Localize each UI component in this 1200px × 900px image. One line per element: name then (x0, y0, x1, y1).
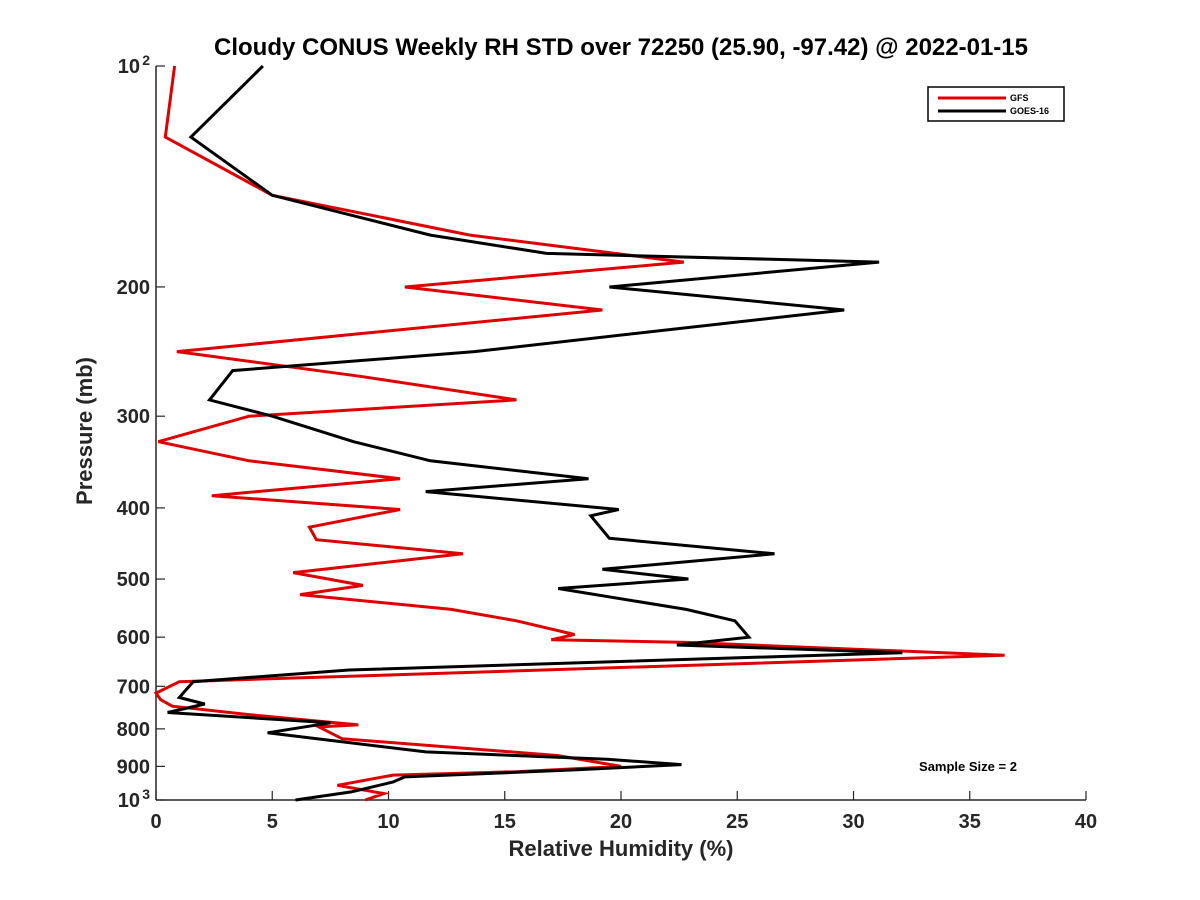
series-line-gfs (153, 65, 1005, 802)
legend-label-goes-16: GOES-16 (1010, 106, 1049, 116)
series-layer (153, 64, 1005, 802)
x-tick-label: 35 (959, 811, 981, 833)
y-tick-label: 800 (117, 719, 150, 741)
legend-label-gfs: GFS (1010, 93, 1029, 103)
y-tick-label: 10 (118, 790, 140, 812)
x-tick-label: 0 (150, 811, 161, 833)
x-tick-label: 5 (267, 811, 278, 833)
legend-box (927, 86, 1065, 122)
y-tick-label-exponent: 2 (142, 52, 150, 68)
x-axis: 0 5 10 15 20 25 30 35 40 (150, 791, 1097, 833)
y-tick-label: 300 (117, 406, 150, 428)
x-tick-label: 15 (494, 811, 516, 833)
x-tick-label: 40 (1075, 811, 1097, 833)
legend: GFS GOES-16 (927, 86, 1065, 122)
x-tick-label: 10 (377, 811, 399, 833)
y-tick-label: 500 (117, 569, 150, 591)
y-tick-label: 700 (117, 676, 150, 698)
y-tick-label-exponent: 3 (142, 786, 150, 802)
chart-title: Cloudy CONUS Weekly RH STD over 72250 (2… (214, 34, 1028, 61)
x-tick-label: 20 (610, 811, 632, 833)
plot-area (156, 66, 1086, 800)
y-tick-label: 400 (117, 498, 150, 520)
y-axis-label: Pressure (mb) (72, 357, 97, 505)
x-tick-label: 30 (842, 811, 864, 833)
y-tick-label: 600 (117, 627, 150, 649)
x-tick-label: 25 (726, 811, 748, 833)
sample-size-annotation: Sample Size = 2 (919, 759, 1017, 774)
y-tick-label: 900 (117, 756, 150, 778)
x-axis-label: Relative Humidity (%) (509, 836, 734, 861)
series-line-goes-16 (167, 64, 903, 802)
y-tick-label: 10 (118, 56, 140, 78)
y-tick-label: 200 (117, 277, 150, 299)
